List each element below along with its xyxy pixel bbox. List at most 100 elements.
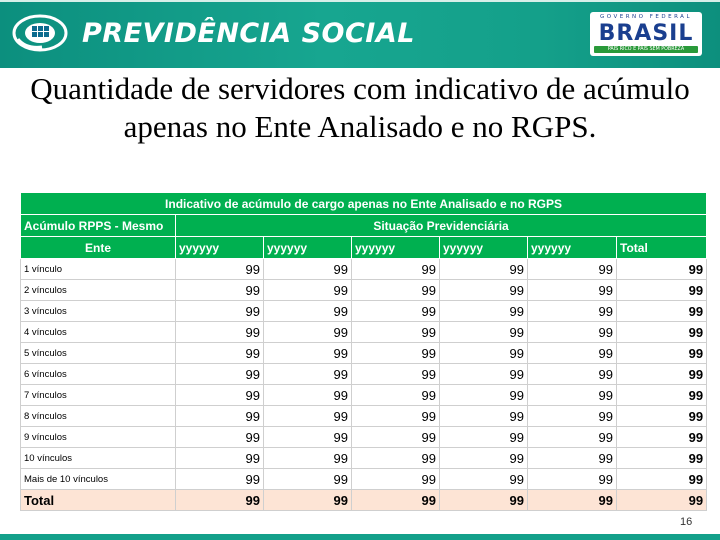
value-cell: 99 xyxy=(351,405,440,427)
header-banner: PREVIDÊNCIA SOCIAL GOVERNO FEDERAL BRASI… xyxy=(0,0,720,68)
row-label: 10 vínculos xyxy=(20,447,176,469)
value-cell: 99 xyxy=(263,300,352,322)
value-cell: 99 xyxy=(351,468,440,490)
row-label: 3 vínculos xyxy=(20,300,176,322)
value-cell: 99 xyxy=(175,258,264,280)
value-cell: 99 xyxy=(351,258,440,280)
total-label: Total xyxy=(20,489,176,511)
value-cell: 99 xyxy=(351,300,440,322)
row-total-cell: 99 xyxy=(615,405,708,427)
gov-top-text: GOVERNO FEDERAL xyxy=(599,14,693,20)
value-cell: 99 xyxy=(351,447,440,469)
value-cell: 99 xyxy=(263,258,352,280)
value-cell: 99 xyxy=(263,384,352,406)
row-total-cell: 99 xyxy=(615,258,708,280)
value-cell: 99 xyxy=(175,363,264,385)
value-cell: 99 xyxy=(263,321,352,343)
table-row: 5 vínculos 99 99 99 99 99 99 xyxy=(20,342,708,364)
gov-slogan-bar xyxy=(594,46,698,53)
value-cell: 99 xyxy=(527,363,617,385)
value-cell: 99 xyxy=(175,300,264,322)
total-value-cell: 99 xyxy=(175,489,264,511)
value-cell: 99 xyxy=(175,342,264,364)
value-cell: 99 xyxy=(351,279,440,301)
row-label: 5 vínculos xyxy=(20,342,176,364)
value-cell: 99 xyxy=(527,342,617,364)
value-cell: 99 xyxy=(175,279,264,301)
table-row: Mais de 10 vínculos 99 99 99 99 99 99 xyxy=(20,468,708,490)
row-label: 6 vínculos xyxy=(20,363,176,385)
value-cell: 99 xyxy=(263,468,352,490)
value-cell: 99 xyxy=(175,384,264,406)
column-header-total: Total xyxy=(615,236,708,259)
value-cell: 99 xyxy=(439,426,528,448)
value-cell: 99 xyxy=(439,447,528,469)
total-value-cell: 99 xyxy=(527,489,617,511)
previdencia-logo-icon xyxy=(12,14,68,52)
value-cell: 99 xyxy=(351,426,440,448)
table-row: 8 vínculos 99 99 99 99 99 99 xyxy=(20,405,708,427)
table-row: 7 vínculos 99 99 99 99 99 99 xyxy=(20,384,708,406)
value-cell: 99 xyxy=(439,405,528,427)
value-cell: 99 xyxy=(263,363,352,385)
row-label: 4 vínculos xyxy=(20,321,176,343)
value-cell: 99 xyxy=(527,279,617,301)
row-total-cell: 99 xyxy=(615,279,708,301)
group-header: Situação Previdenciária xyxy=(174,214,708,237)
row-total-cell: 99 xyxy=(615,300,708,322)
value-cell: 99 xyxy=(175,321,264,343)
value-cell: 99 xyxy=(175,426,264,448)
table-row: 1 vínculo 99 99 99 99 99 99 xyxy=(20,258,708,280)
total-row: Total 99 99 99 99 99 99 xyxy=(20,489,708,511)
row-label: 7 vínculos xyxy=(20,384,176,406)
row-total-cell: 99 xyxy=(615,363,708,385)
banner-top-line xyxy=(0,0,720,2)
table-row: 6 vínculos 99 99 99 99 99 99 xyxy=(20,363,708,385)
value-cell: 99 xyxy=(439,300,528,322)
column-header: yyyyyy xyxy=(527,236,617,259)
value-cell: 99 xyxy=(527,405,617,427)
slide-title: Quantidade de servidores com indicativo … xyxy=(30,71,690,144)
row-total-cell: 99 xyxy=(615,447,708,469)
value-cell: 99 xyxy=(527,426,617,448)
table-row: 2 vínculos 99 99 99 99 99 99 xyxy=(20,279,708,301)
table-row: 4 vínculos 99 99 99 99 99 99 xyxy=(20,321,708,343)
brand-title: PREVIDÊNCIA SOCIAL xyxy=(82,18,415,49)
value-cell: 99 xyxy=(527,384,617,406)
value-cell: 99 xyxy=(439,468,528,490)
gov-brasil-word: BRASIL xyxy=(598,21,694,46)
column-header: yyyyyy xyxy=(263,236,352,259)
value-cell: 99 xyxy=(263,342,352,364)
value-cell: 99 xyxy=(527,468,617,490)
row-label: 8 vínculos xyxy=(20,405,176,427)
value-cell: 99 xyxy=(439,342,528,364)
value-cell: 99 xyxy=(439,384,528,406)
row-total-cell: 99 xyxy=(615,468,708,490)
total-value-cell: 99 xyxy=(263,489,352,511)
value-cell: 99 xyxy=(527,258,617,280)
row-total-cell: 99 xyxy=(615,342,708,364)
value-cell: 99 xyxy=(439,363,528,385)
value-cell: 99 xyxy=(351,363,440,385)
row-label: 9 vínculos xyxy=(20,426,176,448)
value-cell: 99 xyxy=(439,258,528,280)
table-row: 3 vínculos 99 99 99 99 99 99 xyxy=(20,300,708,322)
value-cell: 99 xyxy=(439,321,528,343)
row-header-line2: Ente xyxy=(20,236,176,259)
value-cell: 99 xyxy=(351,384,440,406)
row-label: 1 vínculo xyxy=(20,258,176,280)
table-row: 9 vínculos 99 99 99 99 99 99 xyxy=(20,426,708,448)
value-cell: 99 xyxy=(263,405,352,427)
column-header: yyyyyy xyxy=(439,236,528,259)
value-cell: 99 xyxy=(263,447,352,469)
value-cell: 99 xyxy=(263,279,352,301)
governo-federal-logo: GOVERNO FEDERAL BRASIL PAÍS RICO É PAÍS … xyxy=(590,12,702,56)
column-header: yyyyyy xyxy=(175,236,264,259)
data-table: Indicativo de acúmulo de cargo apenas no… xyxy=(19,192,708,511)
value-cell: 99 xyxy=(527,447,617,469)
total-value-cell: 99 xyxy=(615,489,708,511)
row-label: 2 vínculos xyxy=(20,279,176,301)
value-cell: 99 xyxy=(351,342,440,364)
value-cell: 99 xyxy=(527,300,617,322)
value-cell: 99 xyxy=(263,426,352,448)
